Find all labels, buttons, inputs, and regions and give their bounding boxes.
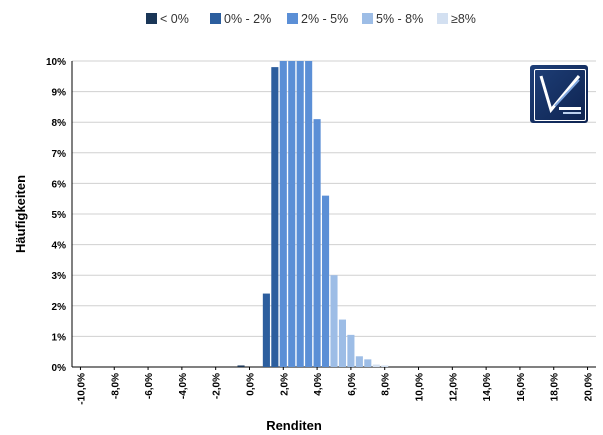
legend-swatch	[362, 13, 373, 24]
legend-swatch	[287, 13, 298, 24]
bar	[313, 119, 321, 367]
legend-swatch	[210, 13, 221, 24]
x-tick-label: -10,0%	[76, 373, 87, 405]
y-tick-label: 5%	[52, 210, 67, 221]
legend-item: ≥8%	[437, 12, 476, 26]
y-tick-label: 7%	[52, 149, 67, 160]
y-tick-label: 2%	[52, 302, 67, 313]
x-tick-label: -4,0%	[178, 373, 189, 399]
x-tick-label: -6,0%	[144, 373, 155, 399]
bar	[262, 293, 270, 367]
y-axis-title: Häufigkeiten	[13, 175, 28, 253]
legend-swatch	[146, 13, 157, 24]
x-axis-title: Renditen	[266, 418, 322, 433]
x-tick-label: 18,0%	[550, 373, 561, 401]
y-tick-label: 3%	[52, 271, 67, 282]
y-tick-label: 8%	[52, 118, 67, 129]
y-tick-label: 1%	[52, 332, 67, 343]
x-tick-label: -2,0%	[212, 373, 223, 399]
x-tick-label: 4,0%	[313, 373, 324, 396]
bar	[237, 365, 245, 367]
logo-mark-icon	[539, 75, 581, 114]
y-tick-label: 0%	[52, 363, 67, 374]
bar	[364, 359, 372, 367]
legend-item: 0% - 2%	[210, 12, 271, 26]
bar	[330, 275, 338, 367]
bar	[347, 334, 355, 367]
bar	[305, 61, 313, 367]
x-tick-label: 12,0%	[448, 373, 459, 401]
legend-item: < 0%	[146, 12, 189, 26]
bar	[372, 364, 380, 367]
legend-label: 2% - 5%	[301, 12, 349, 26]
x-tick-label: 16,0%	[516, 373, 527, 401]
legend-item: 2% - 5%	[287, 12, 348, 26]
logo-badge	[530, 65, 588, 123]
legend-swatch	[437, 13, 448, 24]
y-tick-label: 9%	[52, 88, 67, 99]
bar	[355, 356, 363, 367]
x-tick-label: 2,0%	[279, 373, 290, 396]
x-tick-label: 6,0%	[347, 373, 358, 396]
legend-item: 5% - 8%	[362, 12, 423, 26]
legend-label: 5% - 8%	[376, 12, 424, 26]
y-tick-label: 6%	[52, 179, 67, 190]
bar	[381, 365, 389, 367]
bar	[288, 61, 296, 367]
x-tick-label: 8,0%	[381, 373, 392, 396]
legend-label: ≥8%	[451, 12, 476, 26]
x-tick-label: 20,0%	[584, 373, 595, 401]
legend-label: 0% - 2%	[224, 12, 272, 26]
x-tick-label: -8,0%	[110, 373, 121, 399]
bar	[279, 61, 287, 367]
bar	[271, 67, 279, 368]
y-tick-label: 4%	[52, 241, 67, 252]
bar	[296, 61, 304, 367]
bar	[338, 319, 347, 367]
x-tick-label: 14,0%	[482, 373, 493, 401]
chart-legend: < 0% 0% - 2% 2% - 5% 5% - 8% ≥8%	[0, 8, 603, 32]
x-tick-label: 10,0%	[415, 373, 426, 401]
x-tick-label: 0,0%	[245, 373, 256, 396]
legend-label: < 0%	[160, 12, 189, 26]
bar	[321, 195, 330, 367]
y-tick-label: 10%	[46, 57, 66, 68]
